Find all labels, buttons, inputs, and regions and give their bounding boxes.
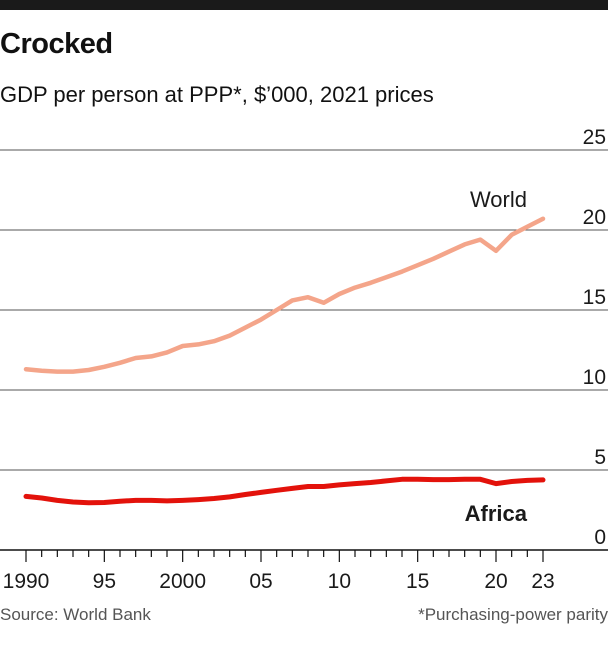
series-label-africa: Africa bbox=[465, 501, 528, 526]
y-tick-label-20: 20 bbox=[583, 206, 606, 229]
series-line-africa bbox=[23, 476, 546, 506]
y-axis-labels: 0 5 10 15 20 25 bbox=[583, 126, 606, 549]
chart-title: Crocked bbox=[0, 28, 113, 60]
y-tick-label-15: 15 bbox=[583, 286, 606, 309]
series-lines bbox=[23, 216, 546, 506]
y-tick-label-5: 5 bbox=[594, 446, 606, 469]
chart-subtitle: GDP per person at PPP*, $’000, 2021 pric… bbox=[0, 82, 434, 107]
x-tick-label-2000: 2000 bbox=[159, 570, 206, 593]
y-tick-label-0: 0 bbox=[594, 526, 606, 549]
x-axis: 1990 95 2000 05 10 15 20 23 bbox=[0, 549, 608, 593]
x-tick-label-2010: 10 bbox=[328, 570, 351, 593]
x-tick-label-2005: 05 bbox=[249, 570, 272, 593]
source-note: Source: World Bank bbox=[0, 605, 151, 624]
x-tick-label-2015: 15 bbox=[406, 570, 429, 593]
series-label-world: World bbox=[470, 187, 527, 212]
top-bar bbox=[0, 0, 608, 10]
series-labels: World Africa bbox=[465, 187, 528, 526]
y-tick-label-25: 25 bbox=[583, 126, 606, 149]
x-tick-label-1995: 95 bbox=[93, 570, 116, 593]
gridlines bbox=[0, 149, 608, 471]
x-tick-label-2020: 20 bbox=[484, 570, 507, 593]
y-tick-label-10: 10 bbox=[583, 366, 606, 389]
x-tick-label-1990: 1990 bbox=[3, 570, 50, 593]
series-line-world bbox=[23, 216, 546, 374]
footnote: *Purchasing-power parity bbox=[418, 605, 608, 624]
x-tick-label-2023: 23 bbox=[531, 570, 554, 593]
